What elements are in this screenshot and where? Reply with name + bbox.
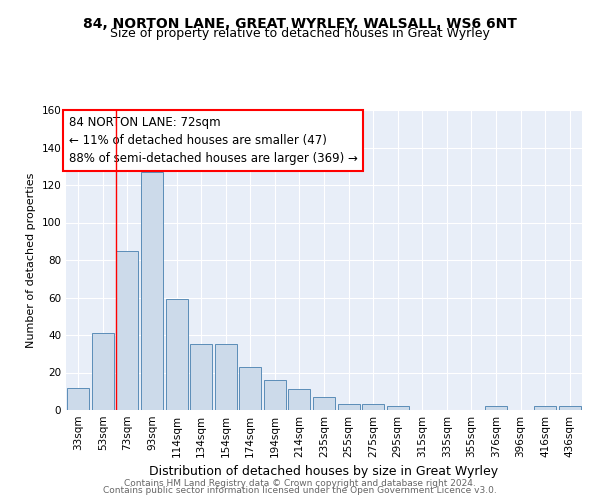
Bar bbox=[386, 406, 409, 410]
X-axis label: Distribution of detached houses by size in Great Wyrley: Distribution of detached houses by size … bbox=[149, 466, 499, 478]
Bar bbox=[264, 380, 286, 410]
Bar bbox=[485, 406, 507, 410]
Y-axis label: Number of detached properties: Number of detached properties bbox=[26, 172, 36, 348]
Bar bbox=[559, 406, 581, 410]
Bar bbox=[313, 397, 335, 410]
Bar bbox=[116, 250, 139, 410]
Bar bbox=[166, 300, 188, 410]
Text: Size of property relative to detached houses in Great Wyrley: Size of property relative to detached ho… bbox=[110, 28, 490, 40]
Bar bbox=[534, 406, 556, 410]
Text: Contains HM Land Registry data © Crown copyright and database right 2024.: Contains HM Land Registry data © Crown c… bbox=[124, 478, 476, 488]
Bar bbox=[92, 333, 114, 410]
Bar bbox=[239, 367, 262, 410]
Text: 84, NORTON LANE, GREAT WYRLEY, WALSALL, WS6 6NT: 84, NORTON LANE, GREAT WYRLEY, WALSALL, … bbox=[83, 18, 517, 32]
Text: 84 NORTON LANE: 72sqm
← 11% of detached houses are smaller (47)
88% of semi-deta: 84 NORTON LANE: 72sqm ← 11% of detached … bbox=[68, 116, 358, 165]
Bar bbox=[67, 388, 89, 410]
Text: Contains public sector information licensed under the Open Government Licence v3: Contains public sector information licen… bbox=[103, 486, 497, 495]
Bar bbox=[289, 390, 310, 410]
Bar bbox=[215, 344, 237, 410]
Bar bbox=[190, 344, 212, 410]
Bar bbox=[362, 404, 384, 410]
Bar bbox=[141, 172, 163, 410]
Bar bbox=[338, 404, 359, 410]
